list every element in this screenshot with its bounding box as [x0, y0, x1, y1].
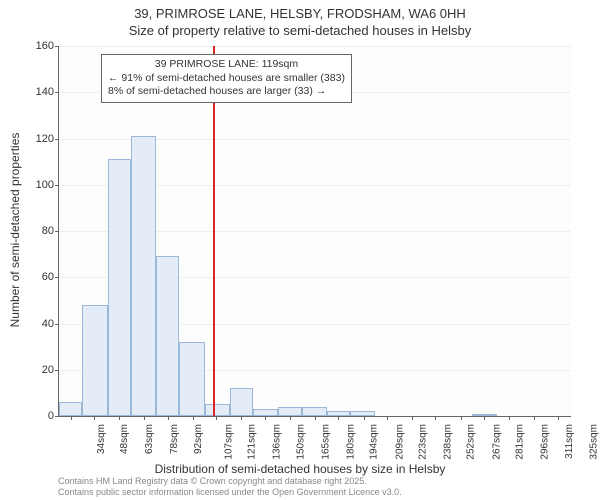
xtick-mark	[265, 416, 266, 420]
ytick-mark	[55, 370, 59, 371]
xtick-label: 150sqm	[295, 424, 306, 460]
xtick-mark	[338, 416, 339, 420]
xtick-mark	[412, 416, 413, 420]
ytick-label: 40	[14, 318, 54, 330]
ytick-label: 80	[14, 225, 54, 237]
xtick-label: 63sqm	[144, 424, 155, 454]
xtick-mark	[558, 416, 559, 420]
histogram-bar	[156, 256, 179, 416]
histogram-bar	[230, 388, 253, 416]
ytick-label: 120	[14, 133, 54, 145]
histogram-bar	[82, 305, 107, 416]
gridline	[59, 46, 571, 47]
histogram-bar	[253, 409, 278, 416]
xtick-label: 209sqm	[394, 424, 405, 460]
xtick-label: 252sqm	[466, 424, 477, 460]
ytick-mark	[55, 46, 59, 47]
xtick-label: 281sqm	[515, 424, 526, 460]
annotation-line-2: ← 91% of semi-detached houses are smalle…	[108, 72, 345, 86]
footer-line-2: Contains public sector information licen…	[58, 487, 402, 498]
histogram-bar	[205, 404, 230, 416]
histogram-bar	[59, 402, 82, 416]
xtick-mark	[94, 416, 95, 420]
chart-container: 39, PRIMROSE LANE, HELSBY, FRODSHAM, WA6…	[0, 0, 600, 500]
xtick-label: 267sqm	[491, 424, 502, 460]
xtick-label: 223sqm	[418, 424, 429, 460]
ytick-mark	[55, 277, 59, 278]
xtick-mark	[534, 416, 535, 420]
histogram-bar	[278, 407, 301, 416]
ytick-label: 20	[14, 364, 54, 376]
xtick-mark	[364, 416, 365, 420]
ytick-label: 100	[14, 179, 54, 191]
xtick-label: 107sqm	[223, 424, 234, 460]
histogram-bar	[302, 407, 327, 416]
xtick-label: 238sqm	[443, 424, 454, 460]
ytick-mark	[55, 324, 59, 325]
xtick-label: 136sqm	[272, 424, 283, 460]
histogram-bar	[108, 159, 131, 416]
xtick-label: 165sqm	[320, 424, 331, 460]
ytick-label: 160	[14, 40, 54, 52]
annotation-line-3: 8% of semi-detached houses are larger (3…	[108, 85, 345, 99]
xtick-label: 325sqm	[588, 424, 599, 460]
ytick-mark	[55, 92, 59, 93]
ytick-label: 60	[14, 271, 54, 283]
ytick-mark	[55, 231, 59, 232]
xtick-mark	[119, 416, 120, 420]
xtick-label: 48sqm	[119, 424, 130, 454]
annotation-line-1: 39 PRIMROSE LANE: 119sqm	[108, 58, 345, 72]
xtick-label: 180sqm	[346, 424, 357, 460]
xtick-label: 78sqm	[169, 424, 180, 454]
title-line-1: 39, PRIMROSE LANE, HELSBY, FRODSHAM, WA6…	[0, 6, 600, 23]
xtick-mark	[435, 416, 436, 420]
x-axis-label: Distribution of semi-detached houses by …	[0, 462, 600, 476]
ytick-label: 140	[14, 86, 54, 98]
xtick-mark	[387, 416, 388, 420]
footer-attribution: Contains HM Land Registry data © Crown c…	[58, 476, 402, 498]
xtick-mark	[241, 416, 242, 420]
xtick-mark	[193, 416, 194, 420]
xtick-label: 121sqm	[247, 424, 258, 460]
xtick-mark	[71, 416, 72, 420]
title-line-2: Size of property relative to semi-detach…	[0, 23, 600, 40]
xtick-label: 296sqm	[540, 424, 551, 460]
chart-title: 39, PRIMROSE LANE, HELSBY, FRODSHAM, WA6…	[0, 0, 600, 40]
footer-line-1: Contains HM Land Registry data © Crown c…	[58, 476, 402, 487]
histogram-bar	[179, 342, 204, 416]
ytick-mark	[55, 185, 59, 186]
annotation-box: 39 PRIMROSE LANE: 119sqm← 91% of semi-de…	[101, 54, 352, 103]
xtick-label: 34sqm	[96, 424, 107, 454]
xtick-mark	[216, 416, 217, 420]
xtick-mark	[509, 416, 510, 420]
histogram-bar	[131, 136, 156, 416]
xtick-mark	[315, 416, 316, 420]
ytick-mark	[55, 139, 59, 140]
ytick-label: 0	[14, 410, 54, 422]
plot-area: 39 PRIMROSE LANE: 119sqm← 91% of semi-de…	[58, 46, 571, 417]
xtick-mark	[290, 416, 291, 420]
ytick-mark	[55, 416, 59, 417]
xtick-mark	[461, 416, 462, 420]
xtick-label: 92sqm	[193, 424, 204, 454]
xtick-mark	[144, 416, 145, 420]
xtick-mark	[484, 416, 485, 420]
xtick-label: 311sqm	[564, 424, 575, 459]
xtick-mark	[168, 416, 169, 420]
xtick-label: 194sqm	[369, 424, 380, 460]
